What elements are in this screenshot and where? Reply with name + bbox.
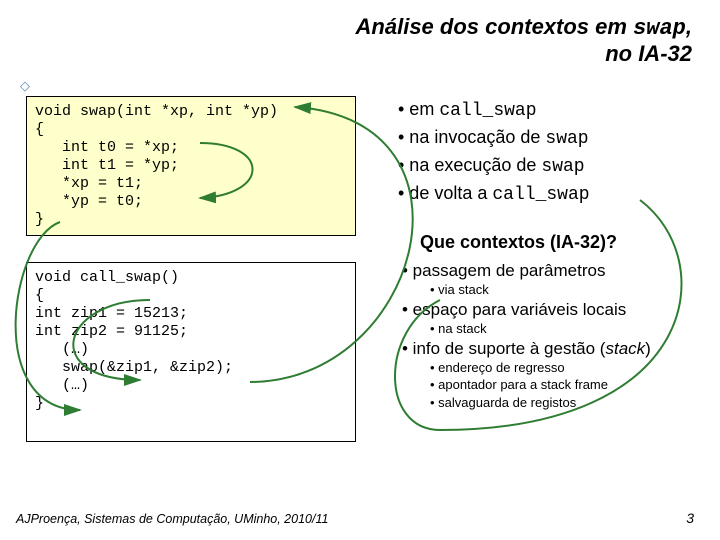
context-1-sub: • via stack — [430, 281, 651, 299]
bullets-phases: • em call_swap • na invocação de swap • … — [398, 96, 590, 208]
corner-deco-icon: ◇ — [20, 78, 30, 94]
phase-1-kw: call_swap — [439, 101, 536, 121]
context-3-text: • info de suporte à gestão ( — [402, 339, 605, 358]
code-call-swap: void call_swap() { int zip1 = 15213; int… — [35, 269, 347, 413]
context-3-sub2: • apontador para a stack frame — [430, 376, 651, 394]
context-2-sub: • na stack — [430, 320, 651, 338]
title-text-2: no IA-32 — [605, 41, 692, 66]
code-box-swap: void swap(int *xp, int *yp) { int t0 = *… — [26, 96, 356, 236]
context-1: • passagem de parâmetros — [402, 260, 651, 281]
phase-3-text: • na execução de — [398, 155, 541, 175]
phase-2-text: • na invocação de — [398, 127, 545, 147]
title-text-1: Análise dos contextos em — [356, 14, 634, 39]
phase-1-text: • em — [398, 99, 439, 119]
bullets-contexts: • passagem de parâmetros • via stack • e… — [402, 260, 651, 411]
title-comma: , — [686, 14, 692, 39]
footer-left: AJProença, Sistemas de Computação, UMinh… — [16, 512, 328, 526]
page-number: 3 — [686, 510, 694, 526]
code-box-call-swap: void call_swap() { int zip1 = 15213; int… — [26, 262, 356, 442]
phase-4-text: • de volta a — [398, 183, 492, 203]
context-3-sub3: • salvaguarda de registos — [430, 394, 651, 412]
phase-2-kw: swap — [545, 129, 588, 149]
question-heading: Que contextos (IA-32)? — [420, 232, 617, 253]
slide-title: Análise dos contextos em swap, no IA-32 — [356, 14, 692, 67]
phase-4-kw: call_swap — [492, 185, 589, 205]
title-keyword: swap — [633, 16, 686, 41]
phase-4: • de volta a call_swap — [398, 180, 590, 208]
code-swap: void swap(int *xp, int *yp) { int t0 = *… — [35, 103, 347, 229]
context-3-close: ) — [645, 339, 651, 358]
context-2: • espaço para variáveis locais — [402, 299, 651, 320]
context-3-italic: stack — [605, 339, 645, 358]
phase-1: • em call_swap — [398, 96, 590, 124]
context-3-sub1: • endereço de regresso — [430, 359, 651, 377]
context-3: • info de suporte à gestão (stack) — [402, 338, 651, 359]
phase-3: • na execução de swap — [398, 152, 590, 180]
phase-2: • na invocação de swap — [398, 124, 590, 152]
phase-3-kw: swap — [541, 157, 584, 177]
